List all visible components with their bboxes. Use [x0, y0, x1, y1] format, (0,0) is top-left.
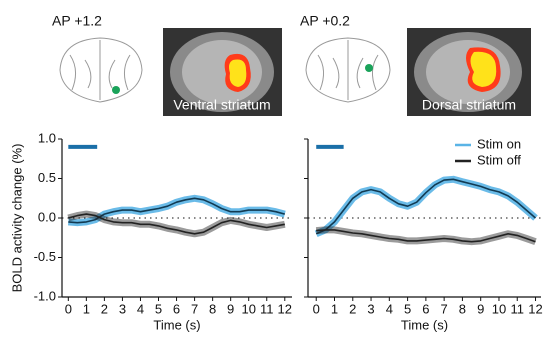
series-band [67, 210, 286, 238]
x-tick-label: 12 [278, 301, 292, 316]
region-label: Dorsal striatum [422, 97, 516, 113]
site-marker [365, 64, 373, 72]
x-tick-label: 10 [492, 301, 506, 316]
x-tick-label: 5 [155, 301, 162, 316]
site-marker [112, 86, 120, 94]
series-line [316, 229, 536, 243]
region-label: Ventral striatum [173, 97, 270, 113]
x-tick-label: 0 [65, 301, 72, 316]
mri-image: Ventral striatum [163, 28, 282, 116]
x-tick-label: 8 [459, 301, 466, 316]
x-tick-label: 4 [386, 301, 393, 316]
x-tick-label: 8 [209, 301, 216, 316]
x-tick-label: 3 [367, 301, 374, 316]
series-line [68, 213, 285, 235]
mri-image: Dorsal striatum [407, 28, 531, 116]
x-tick-label: 2 [101, 301, 108, 316]
x-tick-label: 6 [173, 301, 180, 316]
ap-label: AP +0.2 [300, 13, 350, 29]
x-tick-label: 6 [422, 301, 429, 316]
x-tick-label: 5 [404, 301, 411, 316]
ap-label: AP +1.2 [52, 13, 102, 29]
x-tick-label: 0 [313, 301, 320, 316]
x-tick-label: 1 [331, 301, 338, 316]
x-tick-label: 7 [191, 301, 198, 316]
y-tick-label: 1.0 [38, 130, 56, 145]
x-axis-label: Time (s) [153, 317, 200, 332]
x-tick-label: 3 [119, 301, 126, 316]
y-tick-label: 0.5 [38, 170, 56, 185]
legend-label: Stim off [477, 152, 521, 167]
brain-atlas [59, 37, 143, 103]
y-tick-label: 0.0 [38, 209, 56, 224]
x-tick-label: 2 [349, 301, 356, 316]
y-axis-label: BOLD activity change (%) [9, 144, 24, 293]
x-tick-label: 4 [137, 301, 144, 316]
brain-atlas [305, 37, 391, 103]
series-line [315, 178, 537, 235]
y-tick-label: -0.5 [34, 249, 56, 264]
x-tick-label: 9 [227, 301, 234, 316]
legend-label: Stim on [477, 136, 521, 151]
series-band [314, 175, 538, 238]
x-tick-label: 7 [441, 301, 448, 316]
x-tick-label: 10 [241, 301, 255, 316]
x-axis-label: Time (s) [401, 317, 448, 332]
x-tick-label: 11 [510, 301, 524, 316]
x-tick-label: 1 [83, 301, 90, 316]
x-tick-label: 12 [528, 301, 542, 316]
x-tick-label: 11 [260, 301, 274, 316]
series-line [68, 197, 286, 224]
x-tick-label: 9 [477, 301, 484, 316]
y-tick-label: -1.0 [34, 288, 56, 303]
